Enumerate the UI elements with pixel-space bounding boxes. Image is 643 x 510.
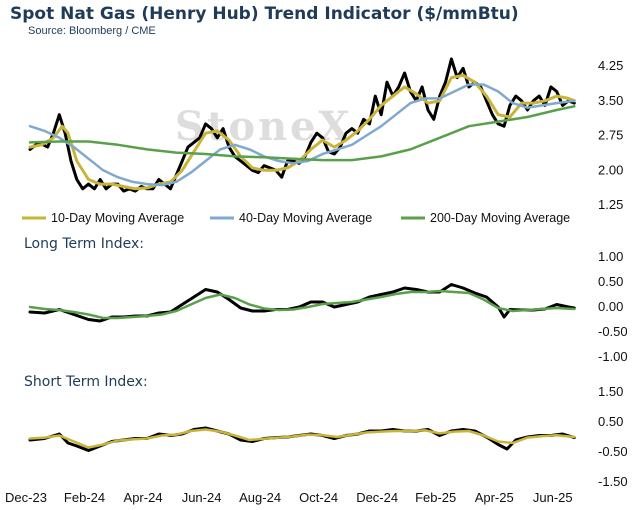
x-tick-label: Apr-24 (124, 490, 163, 505)
y-tick-label: 0.00 (598, 299, 623, 314)
x-tick-label: Dec-24 (356, 490, 398, 505)
y-tick-label: 2.00 (598, 162, 623, 177)
y-tick-label: 1.00 (598, 249, 623, 264)
chart-subtitle: Source: Bloomberg / CME (28, 25, 156, 37)
chart-title: Spot Nat Gas (Henry Hub) Trend Indicator… (10, 4, 519, 24)
plot-panels: 1.25 2.00 2.75 3.50 4.25 Long Term Index: 1.00… (24, 57, 628, 489)
series-line-2-1 (28, 428, 576, 449)
x-tick-label: Jun-24 (182, 490, 222, 505)
y-tick-label: -0.50 (598, 444, 628, 459)
legend-label: 40-Day Moving Average (239, 211, 372, 225)
x-tick-label: Feb-25 (415, 490, 456, 505)
y-tick-label: 4.25 (598, 58, 623, 73)
y-tick-label: 1.25 (598, 197, 623, 212)
y-tick-label: 0.50 (598, 414, 623, 429)
x-axis: Dec-23 Feb-24 Apr-24 Jun-24 Aug-24 Oct-24 Dec-… (5, 490, 573, 505)
y-tick-label: -1.00 (598, 349, 628, 364)
series-line-1-0 (28, 283, 576, 323)
x-tick-label: Apr-25 (475, 490, 514, 505)
legend: 10-Day Moving Average 40-Day Moving Avera… (22, 211, 570, 225)
y-tick-label: 0.50 (598, 274, 623, 289)
series-line-0-1 (28, 73, 576, 191)
series-line-0-3 (28, 105, 576, 162)
series-line-0-2 (28, 83, 576, 187)
series-line-1-1 (28, 289, 576, 320)
y-tick-label: 3.50 (598, 93, 623, 108)
y-tick-label: -1.50 (598, 474, 628, 489)
y-tick-label: -0.50 (598, 324, 628, 339)
x-tick-label: Aug-24 (239, 490, 281, 505)
panel-1: Long Term Index: 1.00 0.50 0.00 -0.50 -1.00 (24, 236, 628, 364)
y-tick-label: 2.75 (598, 128, 623, 143)
legend-label: 10-Day Moving Average (51, 211, 184, 225)
panel-0: 1.25 2.00 2.75 3.50 4.25 (28, 57, 623, 212)
panel-title: Short Term Index: (24, 374, 148, 390)
x-tick-label: Dec-23 (5, 490, 47, 505)
y-tick-label: 1.50 (598, 384, 623, 399)
panel-2: Short Term Index: 1.50 0.50 -0.50 -1.50 (24, 374, 628, 489)
legend-label: 200-Day Moving Average (430, 211, 570, 225)
panel-title: Long Term Index: (24, 236, 144, 252)
x-tick-label: Oct-24 (299, 490, 338, 505)
x-tick-label: Feb-24 (64, 490, 105, 505)
x-tick-label: Jun-25 (533, 490, 573, 505)
